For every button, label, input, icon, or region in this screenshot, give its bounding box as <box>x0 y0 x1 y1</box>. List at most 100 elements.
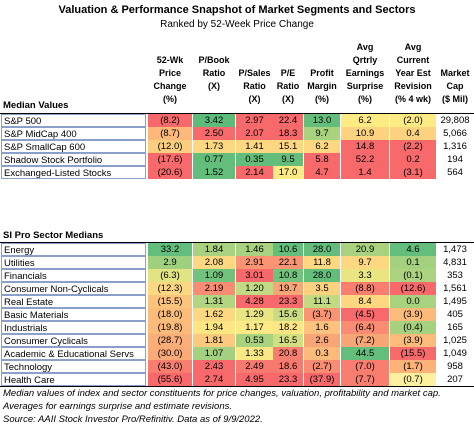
table-cell: (8.2) <box>148 114 192 127</box>
table-cell: 2.50 <box>193 127 235 140</box>
table-cell: 5,066 <box>443 128 467 139</box>
table-cell: 18.3 <box>273 127 303 140</box>
table-cell: 11.8 <box>304 256 340 269</box>
table-cell: 1.52 <box>193 166 235 179</box>
table-cell: 15.1 <box>273 140 303 153</box>
row-label: Consumer Non-Cyclicals <box>1 282 146 295</box>
column-header: Profit Margin (%) <box>307 68 337 104</box>
table-cell: (0.1) <box>390 269 436 282</box>
table-cell: (3.9) <box>390 334 436 347</box>
row-label: Basic Materials <box>1 308 146 321</box>
table-cell: 1.41 <box>236 140 273 153</box>
table-cell: 18.6 <box>273 360 303 373</box>
table-cell: 19.7 <box>273 282 303 295</box>
table-cell: 2.6 <box>304 334 340 347</box>
table-cell: 22.1 <box>273 256 303 269</box>
table-cell: (7.2) <box>341 334 389 347</box>
table-cell: 4,831 <box>443 257 467 268</box>
column-header: 52-Wk Price Change (%) <box>153 55 187 104</box>
section-divider <box>0 242 474 243</box>
table-cell: 10.8 <box>273 269 303 282</box>
row-label: Technology <box>1 360 146 373</box>
table-row: Academic & Educational Servs (30.0) 1.07 1.… <box>0 347 474 360</box>
table-cell: 5.8 <box>304 153 340 166</box>
table-cell: 23.3 <box>273 373 303 386</box>
table-cell: 15.6 <box>273 308 303 321</box>
table-bottom-border <box>0 386 474 387</box>
table-cell: 28.0 <box>304 243 340 256</box>
table-cell: (2.2) <box>390 140 436 153</box>
row-label: Health Care <box>1 373 146 386</box>
table-cell: 207 <box>447 374 463 385</box>
table-cell: 14.8 <box>341 140 389 153</box>
table-cell: 18.2 <box>273 321 303 334</box>
row-label: S&P SmallCap 600 <box>1 140 146 153</box>
row-label: Shadow Stock Portfolio <box>1 153 146 166</box>
table-cell: 4.7 <box>304 166 340 179</box>
table-cell: 4.28 <box>236 295 273 308</box>
table-cell: (3.7) <box>304 308 340 321</box>
table-cell: (12.3) <box>148 282 192 295</box>
table-cell: (3.9) <box>390 308 436 321</box>
table-cell: 3.3 <box>341 269 389 282</box>
table-row: Energy 33.2 1.84 1.46 10.6 28.0 20.9 4.6 1,473 <box>0 243 474 256</box>
table-cell: 2.91 <box>236 256 273 269</box>
chart-subtitle: Ranked by 52-Week Price Change <box>160 19 314 30</box>
table-cell: (17.6) <box>148 153 192 166</box>
column-header: P/Book Ratio (X) <box>198 55 230 91</box>
table-cell: (8.7) <box>148 127 192 140</box>
table-cell: 6.2 <box>341 114 389 127</box>
table-cell: 2.49 <box>236 360 273 373</box>
table-cell: 0.2 <box>390 153 436 166</box>
table-cell: 564 <box>447 167 463 178</box>
table-cell: (18.0) <box>148 308 192 321</box>
table-cell: 1.94 <box>193 321 235 334</box>
table-cell: (4.5) <box>341 308 389 321</box>
table-cell: 0.35 <box>236 153 273 166</box>
table-cell: (28.7) <box>148 334 192 347</box>
table-cell: 1.84 <box>193 243 235 256</box>
table-cell: 1,473 <box>443 244 467 255</box>
row-label: Financials <box>1 269 146 282</box>
table-cell: 13.0 <box>304 114 340 127</box>
table-cell: 33.2 <box>148 243 192 256</box>
table-row: Financials (6.3) 1.09 3.01 10.8 28.0 3.3 (0.1) 3… <box>0 269 474 282</box>
row-label: Industrials <box>1 321 146 334</box>
table-cell: 1.33 <box>236 347 273 360</box>
table-cell: 1,316 <box>443 141 467 152</box>
table-cell: 4.95 <box>236 373 273 386</box>
table-cell: 11.1 <box>304 295 340 308</box>
table-row: Shadow Stock Portfolio (17.6) 0.77 0.35 9.5 5… <box>0 153 474 166</box>
table-cell: 1.6 <box>304 321 340 334</box>
table-cell: 44.5 <box>341 347 389 360</box>
table-cell: 1.4 <box>341 166 389 179</box>
table-cell: (37.9) <box>304 373 340 386</box>
table-cell: 958 <box>447 361 463 372</box>
table-cell: 9.7 <box>304 127 340 140</box>
table-row: S&P 500 (8.2) 3.42 2.97 22.4 13.0 6.2 (2.0) 29,8… <box>0 114 474 127</box>
table-cell: (12.0) <box>148 140 192 153</box>
table-cell: 2.14 <box>236 166 273 179</box>
table-cell: 0.4 <box>390 127 436 140</box>
table-cell: 9.7 <box>341 256 389 269</box>
table-cell: 10.9 <box>341 127 389 140</box>
table-cell: 1.62 <box>193 308 235 321</box>
table-cell: (55.6) <box>148 373 192 386</box>
table-cell: 1.09 <box>193 269 235 282</box>
table-cell: 10.6 <box>273 243 303 256</box>
table-cell: 1.81 <box>193 334 235 347</box>
table-cell: 4.6 <box>390 243 436 256</box>
table-cell: (1.7) <box>390 360 436 373</box>
row-label: Utilities <box>1 256 146 269</box>
table-cell: 3.01 <box>236 269 273 282</box>
table-row: Real Estate (15.5) 1.31 4.28 23.3 11.1 8.4 0.0 1… <box>0 295 474 308</box>
table-cell: 2.08 <box>193 256 235 269</box>
footnote: Source: AAII Stock Investor Pro/Refiniti… <box>3 414 263 425</box>
table-cell: 2.74 <box>193 373 235 386</box>
column-header: P/Sales Ratio (X) <box>238 68 271 104</box>
column-header: Market Cap ($ Mil) <box>440 68 470 104</box>
table-cell: (43.0) <box>148 360 192 373</box>
column-header: Avg Current Year Est Revision (% 4 wk) <box>394 42 432 104</box>
row-label: Exchanged-Listed Stocks <box>1 166 146 179</box>
table-cell: 1,561 <box>443 283 467 294</box>
